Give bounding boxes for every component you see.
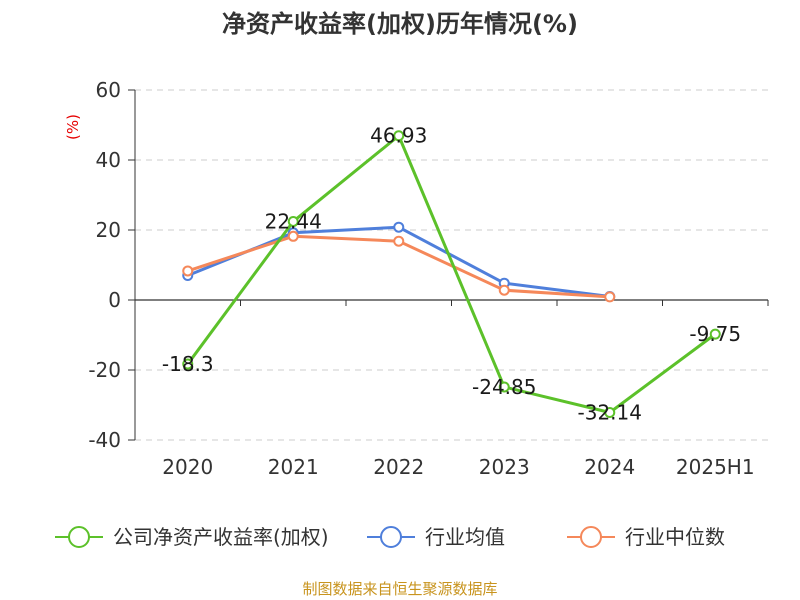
- source-note: 制图数据来自恒生聚源数据库: [302, 580, 497, 598]
- x-tick-label: 2021: [268, 455, 319, 479]
- data-label: -24.85: [472, 375, 536, 399]
- data-point: [498, 381, 510, 393]
- x-tick-label: 2025H1: [676, 455, 755, 479]
- series-line: [186, 134, 717, 414]
- x-tick-label: 2024: [584, 455, 635, 479]
- y-tick-label: 20: [96, 218, 121, 242]
- x-tick-label: 2023: [479, 455, 530, 479]
- data-label: 46.93: [370, 124, 427, 148]
- chart-title: 净资产收益率(加权)历年情况(%): [222, 10, 578, 38]
- series-layer: [182, 130, 721, 418]
- data-point: [498, 284, 510, 296]
- data-label: -18.3: [162, 352, 214, 376]
- axes: -40 -20 0 20 40 60 2020 2021 2022 2023 2024 2025H1: [88, 78, 769, 479]
- data-point: [604, 291, 616, 303]
- data-point: [709, 328, 721, 340]
- legend: 公司净资产收益率(加权) 行业均值 行业中位数: [55, 525, 725, 549]
- data-labels: -18.3 22.44 46.93 -24.85 -32.14 -9.75: [162, 124, 741, 425]
- x-tick-label: 2022: [373, 455, 424, 479]
- data-label: -32.14: [578, 400, 642, 424]
- data-label: -9.75: [689, 322, 741, 346]
- y-axis-unit-label: (%): [64, 114, 82, 140]
- data-point: [182, 265, 194, 277]
- data-point: [182, 358, 194, 370]
- data-point: [393, 235, 405, 247]
- legend-marker: [68, 526, 90, 548]
- data-point: [287, 215, 299, 227]
- data-point: [287, 230, 299, 242]
- data-label: 22.44: [265, 209, 322, 233]
- legend-label: 行业中位数: [625, 525, 725, 549]
- y-tick-label: -40: [88, 428, 121, 452]
- data-point: [393, 221, 405, 233]
- y-tick-label: 40: [96, 148, 121, 172]
- data-point: [604, 406, 616, 418]
- y-tick-label: 0: [108, 288, 121, 312]
- data-point: [393, 130, 405, 142]
- y-tick-label: 60: [96, 78, 121, 102]
- y-tick-label: -20: [88, 358, 121, 382]
- legend-label: 公司净资产收益率(加权): [113, 525, 329, 549]
- legend-marker: [380, 526, 402, 548]
- legend-marker: [580, 526, 602, 548]
- legend-label: 行业均值: [425, 525, 505, 549]
- x-tick-label: 2020: [162, 455, 213, 479]
